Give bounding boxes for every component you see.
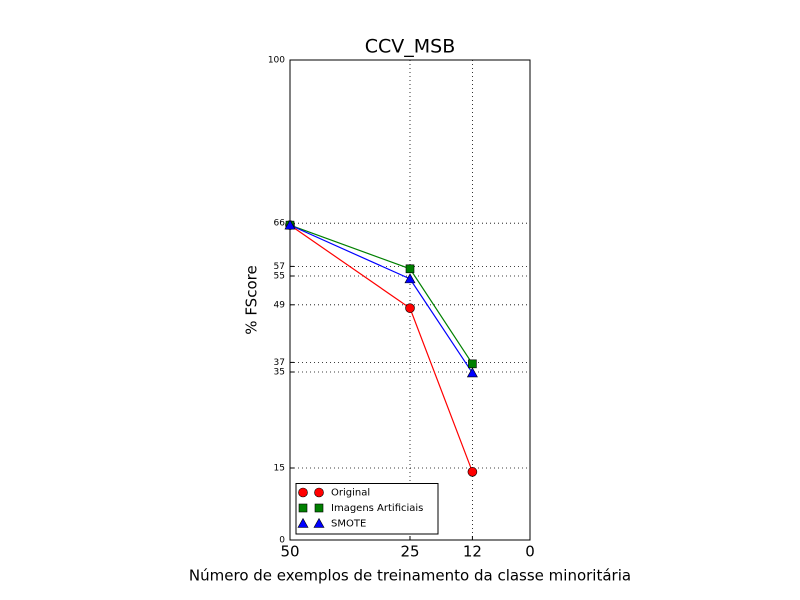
x-tick-label: 0 xyxy=(525,543,535,561)
marker xyxy=(466,367,478,378)
marker xyxy=(467,467,478,477)
chart-title: CCV_MSB xyxy=(365,36,456,58)
marker xyxy=(468,359,477,369)
marker xyxy=(298,487,308,498)
y-tick-label: 49 xyxy=(274,300,286,310)
x-tick-label: 25 xyxy=(400,543,419,561)
x-axis-label: Número de exemplos de treinamento da cla… xyxy=(189,567,631,585)
legend-label: Original xyxy=(331,488,370,499)
legend-label: Imagens Artificiais xyxy=(331,503,423,514)
y-tick-label: 66 xyxy=(274,219,286,229)
marker xyxy=(405,264,415,274)
marker xyxy=(284,219,296,230)
x-tick-label: 12 xyxy=(463,543,482,561)
x-tick-label: 50 xyxy=(280,543,299,561)
y-tick-label: 37 xyxy=(274,358,285,368)
marker xyxy=(404,273,416,284)
y-tick-label: 57 xyxy=(274,262,285,272)
marker xyxy=(313,517,325,528)
y-tick-label: 35 xyxy=(274,368,285,378)
marker xyxy=(405,303,415,313)
y-axis-label: % FScore xyxy=(243,265,261,334)
y-tick-label: 100 xyxy=(268,56,285,66)
legend-label: SMOTE xyxy=(331,519,366,530)
y-tick-label: 0 xyxy=(279,536,285,546)
y-tick-label: 15 xyxy=(274,464,285,474)
marker xyxy=(297,517,309,528)
marker xyxy=(298,503,308,513)
marker xyxy=(314,487,324,498)
marker xyxy=(314,503,324,513)
y-tick-label: 55 xyxy=(274,272,285,282)
plot-frame xyxy=(289,59,531,541)
